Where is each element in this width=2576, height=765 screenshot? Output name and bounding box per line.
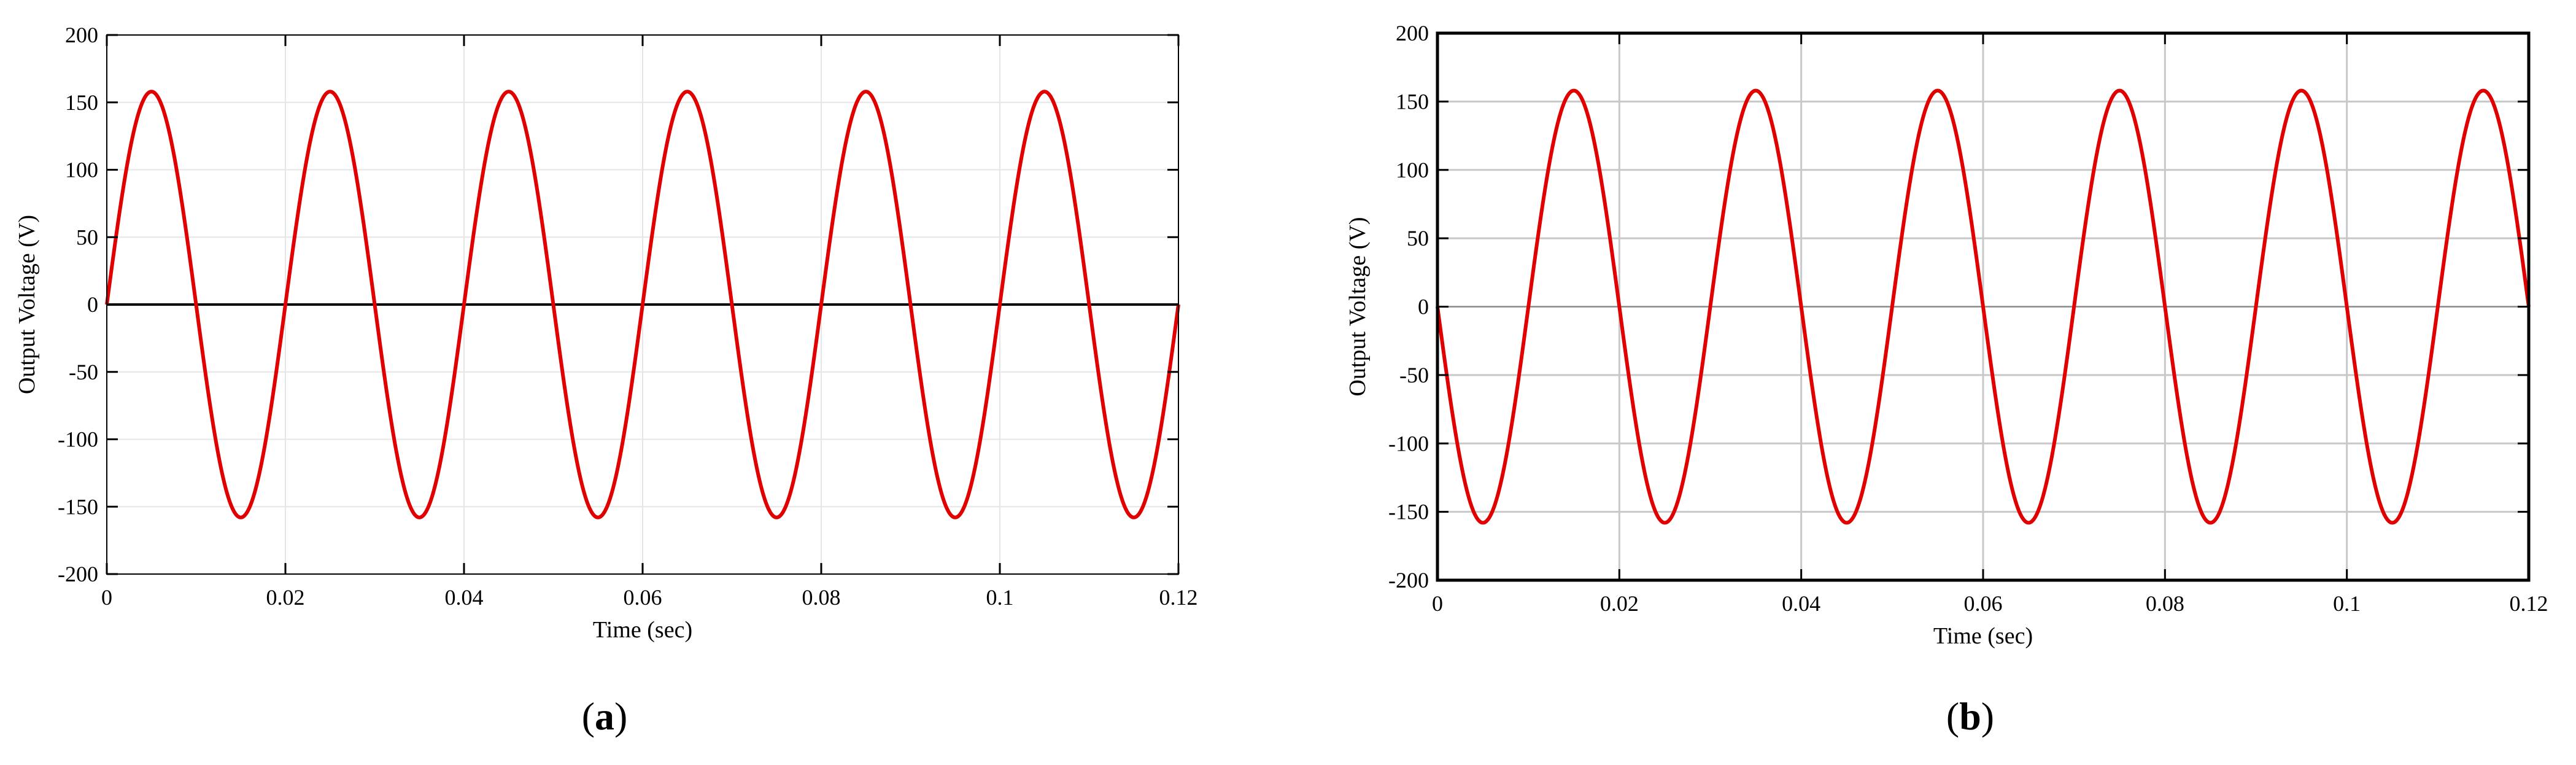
- y-tick-label: 0: [87, 292, 98, 317]
- x-tick-label: 0.04: [445, 585, 484, 610]
- y-tick-label: -50: [69, 360, 98, 384]
- panel-label-letter: a: [595, 694, 614, 738]
- y-tick-label: -150: [58, 494, 98, 519]
- y-axis-title: Output Voltage (V): [14, 215, 40, 394]
- panel-label-open-paren: (: [582, 694, 595, 738]
- y-tick-label: -50: [1399, 363, 1429, 387]
- y-tick-label: -100: [1388, 431, 1429, 456]
- x-tick-label: 0: [101, 585, 112, 610]
- x-tick-label: 0.12: [2510, 591, 2548, 616]
- y-tick-label: 200: [65, 23, 98, 47]
- panel-label: (b): [1946, 694, 1994, 738]
- chart-panel-a: 0 0.02 0.04 0.06 0.08 0.1 0.12 200 150 100 50 0 -50 -…: [14, 23, 1198, 738]
- panel-label-letter: b: [1959, 694, 1981, 738]
- x-tick-label: 0.1: [986, 585, 1014, 610]
- panel-label-open-paren: (: [1946, 694, 1959, 738]
- x-tick-label: 0.12: [1159, 585, 1198, 610]
- x-tick-label: 0.06: [1964, 591, 2003, 616]
- x-tick-label: 0.1: [2333, 591, 2361, 616]
- panel-label: (a): [582, 694, 628, 738]
- x-tick-label: 0.02: [1600, 591, 1639, 616]
- x-axis-title: Time (sec): [593, 617, 692, 643]
- y-tick-label: 150: [1396, 89, 1429, 114]
- y-tick-label: 50: [76, 225, 98, 249]
- y-tick-label: 200: [1396, 21, 1429, 45]
- y-tick-label: -200: [1388, 568, 1429, 592]
- x-tick-label: 0.06: [624, 585, 662, 610]
- y-axis-title: Output Voltage (V): [1345, 217, 1371, 396]
- x-tick-label: 0.02: [266, 585, 305, 610]
- y-tick-label: -100: [58, 427, 98, 452]
- x-tick-label: 0.08: [802, 585, 841, 610]
- panel-label-close-paren: ): [1981, 694, 1994, 738]
- y-tick-label: 100: [1396, 158, 1429, 182]
- y-tick-label: 50: [1407, 226, 1429, 250]
- panel-label-close-paren: ): [614, 694, 627, 738]
- y-tick-label: -200: [58, 562, 98, 586]
- y-tick-label: 150: [65, 90, 98, 115]
- y-tick-label: -150: [1388, 500, 1429, 524]
- y-tick-label: 0: [1418, 295, 1429, 319]
- series-line: [105, 90, 1180, 519]
- x-tick-label: 0.04: [1782, 591, 1820, 616]
- y-tick-label: 100: [65, 158, 98, 182]
- chart-panel-b: 0 0.02 0.04 0.06 0.08 0.1 0.12 200 150 100 50 0 -50 -…: [1345, 21, 2548, 738]
- x-axis-title: Time (sec): [1933, 623, 2033, 649]
- series-line: [1436, 88, 2531, 525]
- x-tick-label: 0.08: [2146, 591, 2184, 616]
- x-tick-label: 0: [1432, 591, 1443, 616]
